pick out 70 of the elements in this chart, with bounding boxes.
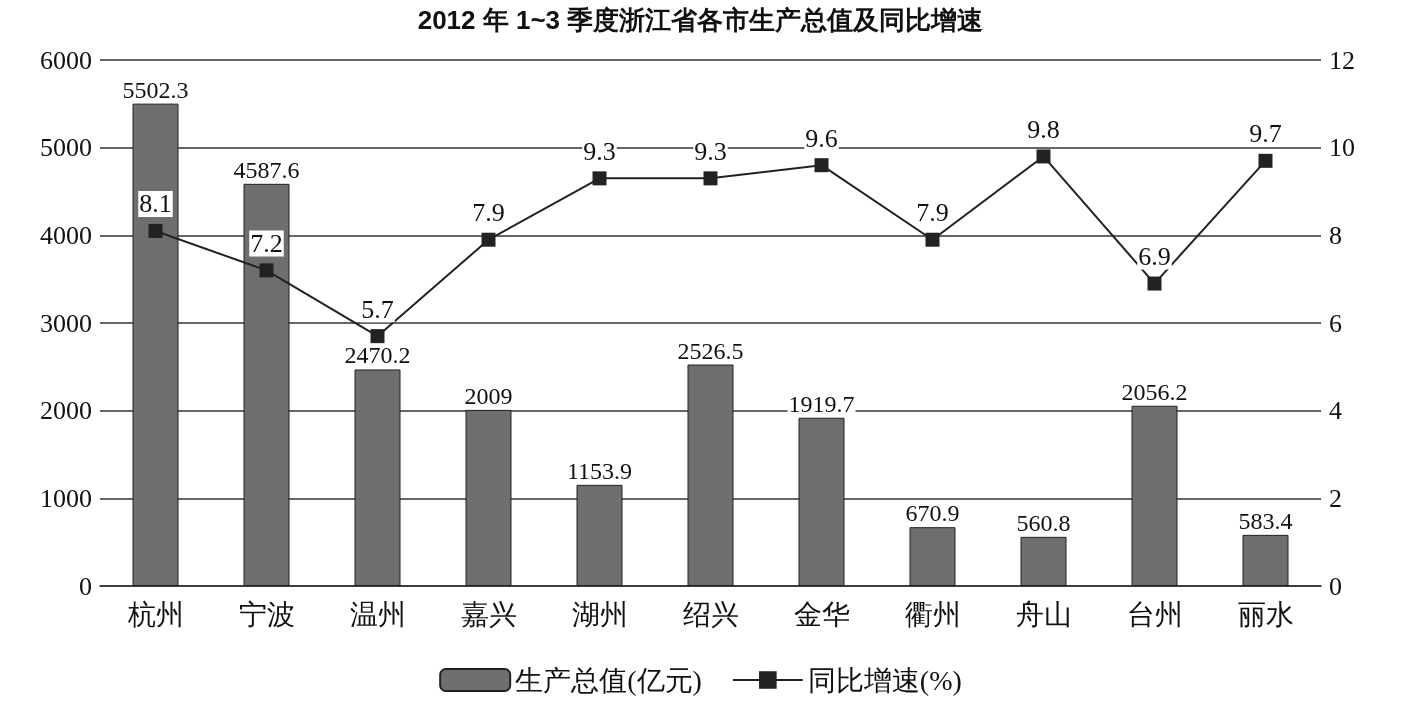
x-tick-label: 湖州 <box>571 598 628 630</box>
x-tick-label: 舟山 <box>1015 598 1072 630</box>
x-tick-label: 衢州 <box>904 598 961 630</box>
point <box>1258 153 1273 168</box>
data-label: 2009 <box>464 382 513 409</box>
data-label: 7.9 <box>916 198 949 228</box>
data-label: 9.3 <box>694 136 727 166</box>
data-label: 4587.6 <box>233 156 300 183</box>
x-tick-label: 宁波 <box>238 598 295 630</box>
point <box>259 263 274 278</box>
point <box>148 223 163 238</box>
point <box>1147 276 1162 291</box>
y-tick-label: 2000 <box>40 396 92 426</box>
y2-tick-label: 0 <box>1329 571 1342 601</box>
data-label: 9.3 <box>583 136 616 166</box>
bar <box>909 527 956 586</box>
point <box>925 232 940 247</box>
y-tick-label: 3000 <box>40 308 92 338</box>
x-tick-label: 杭州 <box>126 598 184 630</box>
x-tick-label: 温州 <box>349 598 406 630</box>
data-label: 5.7 <box>361 294 394 324</box>
y2-tick-label: 6 <box>1329 308 1342 338</box>
point <box>592 171 607 186</box>
data-label: 7.9 <box>472 198 505 228</box>
bar <box>465 409 512 586</box>
bar <box>576 484 623 586</box>
y2-tick-label: 4 <box>1329 396 1342 426</box>
x-tick-label: 金华 <box>793 598 850 630</box>
bar <box>1020 536 1067 586</box>
data-label: 5502.3 <box>122 76 189 103</box>
data-label: 7.2 <box>250 228 283 258</box>
data-label: 2056.2 <box>1121 378 1188 405</box>
bar <box>1242 534 1289 586</box>
data-label: 2526.5 <box>677 337 744 364</box>
bar <box>687 364 734 586</box>
point <box>370 329 385 344</box>
y-tick-label: 1000 <box>40 483 92 513</box>
y-tick-label: 0 <box>79 571 92 601</box>
y2-tick-label: 12 <box>1329 45 1355 75</box>
x-tick-label: 绍兴 <box>682 598 739 630</box>
data-label: 9.7 <box>1249 119 1282 149</box>
point <box>703 171 718 186</box>
bar <box>1131 405 1178 586</box>
x-tick-label: 台州 <box>1126 598 1183 630</box>
data-label: 1153.9 <box>566 457 633 484</box>
point <box>814 158 829 173</box>
bar <box>798 417 845 586</box>
point <box>481 232 496 247</box>
data-label: 6.9 <box>1138 242 1171 272</box>
data-label: 670.9 <box>905 500 960 527</box>
chart-title: 2012 年 1~3 季度浙江省各市生产总值及同比增速 <box>417 5 984 35</box>
x-tick-label: 嘉兴 <box>460 598 517 630</box>
data-label: 1919.7 <box>788 390 855 417</box>
y-tick-label: 6000 <box>40 45 92 75</box>
data-label: 2470.2 <box>344 342 411 369</box>
data-label: 9.8 <box>1027 114 1060 144</box>
bar <box>354 369 401 586</box>
data-label: 583.4 <box>1238 507 1293 534</box>
data-label: 9.6 <box>805 123 838 153</box>
y-tick-label: 4000 <box>40 220 92 250</box>
y-tick-label: 5000 <box>40 133 92 163</box>
x-tick-label: 丽水 <box>1237 598 1294 630</box>
legend-label: 生产总值(亿元) <box>515 664 702 696</box>
legend-label: 同比增速(%) <box>807 664 962 696</box>
y2-tick-label: 8 <box>1329 220 1342 250</box>
data-label: 560.8 <box>1016 509 1071 536</box>
y2-tick-label: 2 <box>1329 483 1342 513</box>
data-label: 8.1 <box>139 189 172 219</box>
point <box>1036 149 1051 164</box>
y2-tick-label: 10 <box>1329 133 1355 163</box>
